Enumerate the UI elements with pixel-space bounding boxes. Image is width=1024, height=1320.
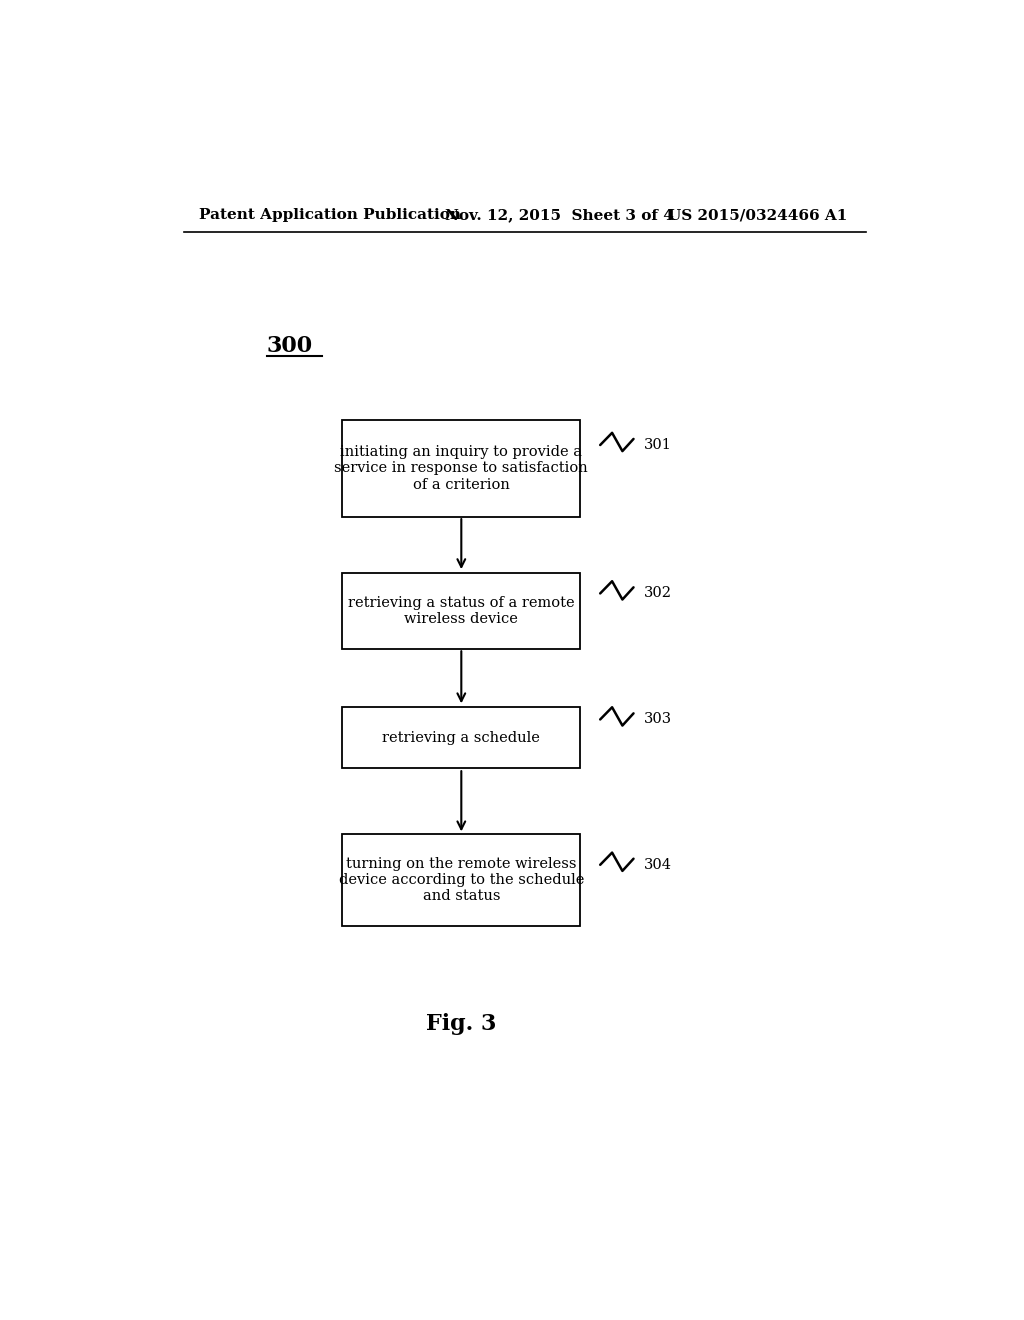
- Text: Nov. 12, 2015  Sheet 3 of 4: Nov. 12, 2015 Sheet 3 of 4: [445, 209, 675, 222]
- Text: retrieving a status of a remote
wireless device: retrieving a status of a remote wireless…: [348, 595, 574, 626]
- Text: Patent Application Publication: Patent Application Publication: [200, 209, 462, 222]
- FancyBboxPatch shape: [342, 708, 581, 768]
- Text: 302: 302: [644, 586, 672, 601]
- Text: turning on the remote wireless
device according to the schedule
and status: turning on the remote wireless device ac…: [339, 857, 584, 903]
- FancyBboxPatch shape: [342, 573, 581, 649]
- Text: 301: 301: [644, 438, 672, 451]
- FancyBboxPatch shape: [342, 420, 581, 516]
- Text: retrieving a schedule: retrieving a schedule: [382, 731, 541, 744]
- FancyBboxPatch shape: [342, 834, 581, 925]
- Text: initiating an inquiry to provide a
service in response to satisfaction
of a crit: initiating an inquiry to provide a servi…: [335, 445, 588, 491]
- Text: 304: 304: [644, 858, 672, 871]
- Text: US 2015/0324466 A1: US 2015/0324466 A1: [668, 209, 847, 222]
- Text: Fig. 3: Fig. 3: [426, 1014, 497, 1035]
- Text: 300: 300: [267, 335, 313, 358]
- Text: 303: 303: [644, 713, 672, 726]
